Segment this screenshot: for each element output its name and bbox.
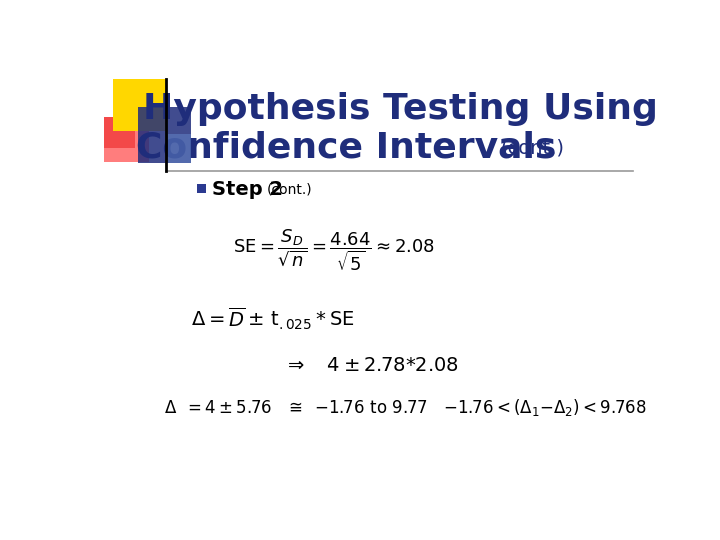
Bar (104, 117, 135, 148)
Text: $\Delta \;\; = 4 \pm 5.76 \;\;\; \cong \;\; \mathrm{-1.76\ to\ 9.77} \quad \math: $\Delta \;\; = 4 \pm 5.76 \;\;\; \cong \… (163, 397, 647, 418)
Bar (197, 184, 206, 193)
Text: $\mathrm{SE} = \dfrac{S_D}{\sqrt{n}} = \dfrac{4.64}{\sqrt{5}} \approx 2.08$: $\mathrm{SE} = \dfrac{S_D}{\sqrt{n}} = \… (233, 227, 436, 273)
Text: (cont.): (cont.) (500, 138, 564, 158)
Text: Hypothesis Testing Using: Hypothesis Testing Using (143, 92, 657, 126)
Text: Confidence Intervals: Confidence Intervals (135, 131, 556, 165)
Bar (104, 117, 149, 162)
Bar (138, 107, 191, 163)
Text: Step 2: Step 2 (212, 180, 284, 199)
Text: (cont.): (cont.) (266, 183, 312, 197)
Bar (168, 134, 191, 164)
Text: $\Rightarrow \quad 4 \pm 2.78{*}2.08$: $\Rightarrow \quad 4 \pm 2.78{*}2.08$ (284, 356, 459, 375)
Text: $\Delta = \overline{D} \pm\, \mathrm{t}_{.025} * \mathrm{SE}$: $\Delta = \overline{D} \pm\, \mathrm{t}_… (191, 306, 354, 332)
Bar (113, 79, 166, 131)
